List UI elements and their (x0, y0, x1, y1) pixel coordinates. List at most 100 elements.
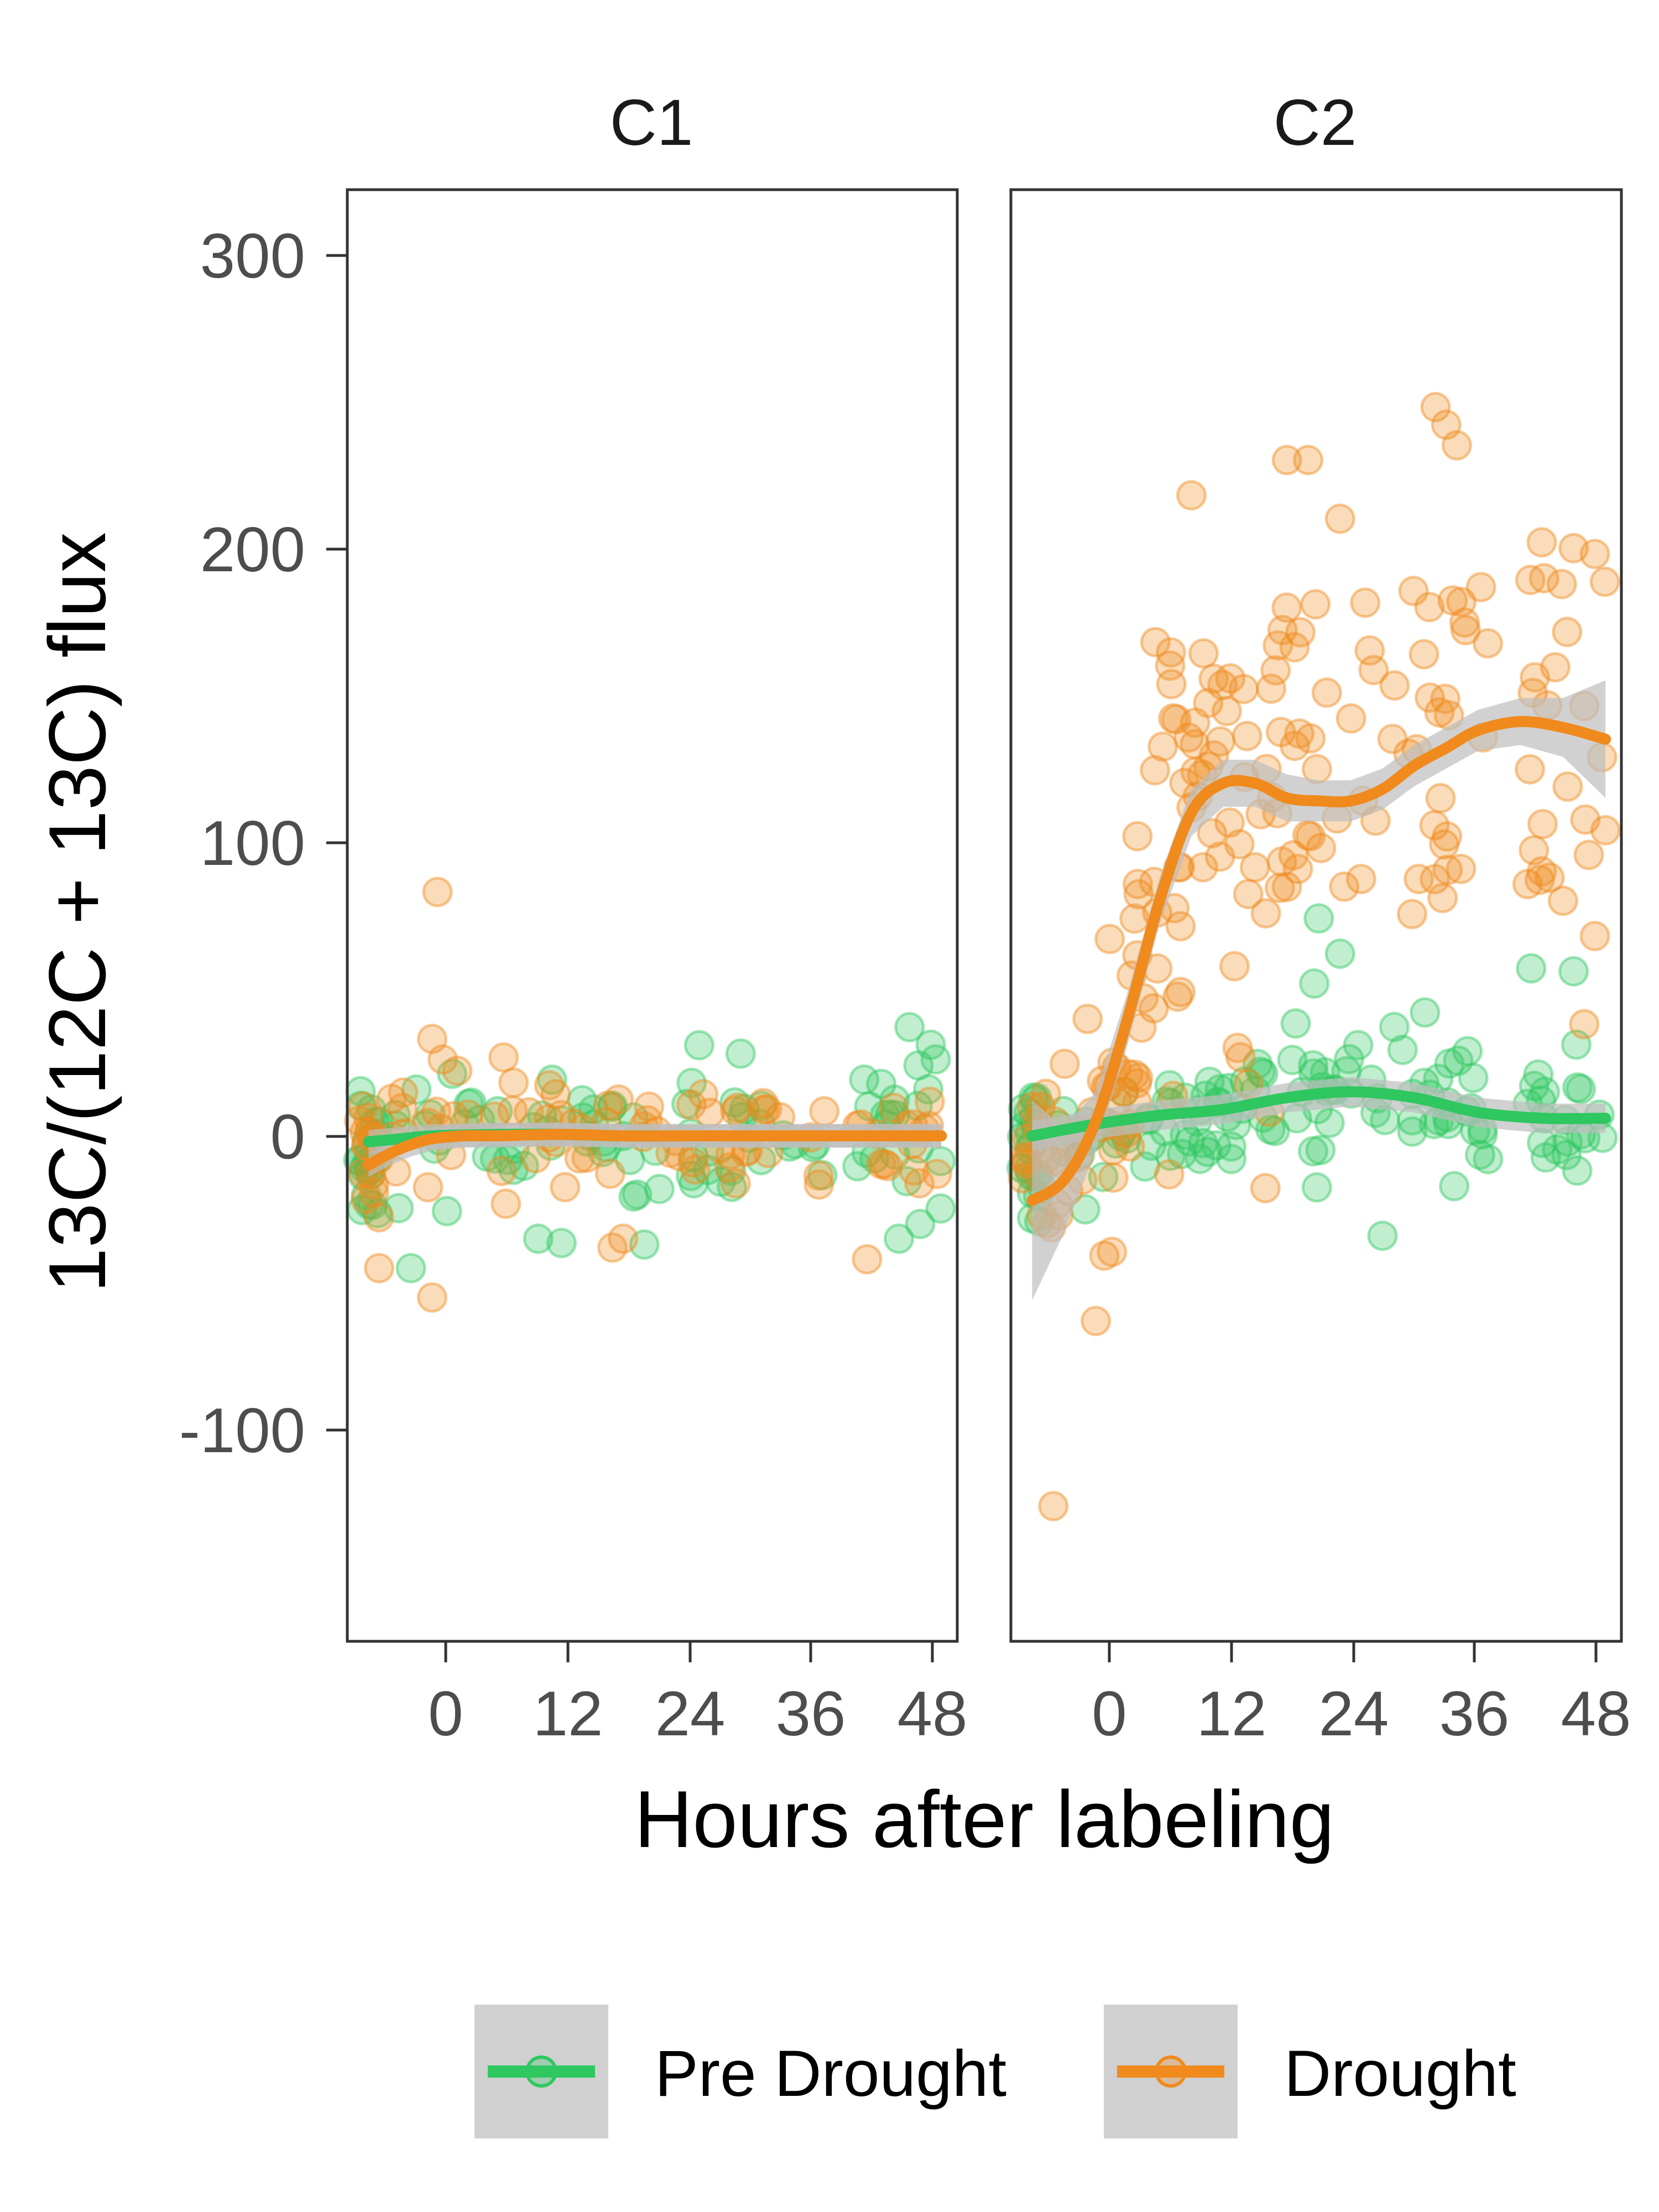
drought-data-point (1180, 707, 1211, 738)
drought-data-point (534, 1070, 565, 1100)
drought-data-point (1430, 684, 1460, 714)
panel-c1-title: C1 (610, 86, 693, 159)
pre-data-point (915, 1029, 946, 1060)
pre-data-point (1551, 1140, 1582, 1171)
pre-data-point (884, 1223, 914, 1254)
drought-data-point (1424, 697, 1455, 728)
drought-data-point (1188, 852, 1218, 883)
drought-data-point (720, 1095, 751, 1126)
drought-data-point (748, 1088, 779, 1119)
drought-data-point (1528, 563, 1559, 594)
drought-data-point (1081, 1306, 1112, 1337)
x-axis-title: Hours after labeling (634, 1774, 1334, 1864)
pre-data-point (925, 1193, 956, 1224)
drought-data-point (1379, 670, 1410, 701)
drought-data-point (695, 1097, 726, 1128)
pre-data-point (1530, 1142, 1561, 1173)
drought-data-point (1205, 726, 1236, 757)
drought-data-point (350, 1184, 381, 1214)
drought-data-point (1431, 409, 1462, 440)
drought-data-point (676, 1089, 707, 1120)
drought-data-point (809, 1096, 840, 1127)
drought-data-point (1295, 821, 1326, 852)
drought-data-point (1222, 1032, 1253, 1063)
drought-data-point (1197, 818, 1228, 849)
drought-data-point (1419, 810, 1450, 841)
pre-data-point (395, 1253, 426, 1284)
pre-data-point (401, 1074, 432, 1105)
pre-data-point (725, 1038, 756, 1069)
x-tick-label: 36 (776, 1679, 846, 1749)
drought-data-point (348, 1091, 379, 1122)
drought-data-point (1265, 717, 1296, 748)
x-tick-label: 12 (533, 1679, 603, 1749)
panel-c1: C1 (343, 86, 959, 1643)
drought-data-point (1098, 1162, 1129, 1193)
pre-data-point (1194, 1066, 1225, 1097)
pre-data-point (1324, 938, 1355, 969)
pre-data-point (902, 1091, 933, 1121)
pre-data-point (357, 1190, 388, 1220)
legend: Pre Drought Drought (474, 2005, 1516, 2138)
smooth-layer (363, 1129, 947, 1171)
drought-data-point (872, 1151, 903, 1182)
drought-data-point (1162, 981, 1193, 1012)
pre-data-point (536, 1064, 567, 1095)
pre-data-point (1242, 1048, 1273, 1079)
drought-data-point (1420, 392, 1451, 422)
drought-data-point (1569, 1009, 1600, 1040)
pre-data-point (692, 1155, 723, 1186)
pre-data-point (842, 1151, 873, 1182)
pre-data-point (920, 1044, 951, 1075)
drought-data-point (1540, 652, 1571, 683)
drought-data-point (1155, 650, 1186, 681)
pre-data-point (1216, 1131, 1247, 1162)
drought-data-point (1519, 835, 1550, 866)
pre-data-point (523, 1223, 554, 1254)
pre-data-point (1439, 1171, 1470, 1202)
drought-data-point (1354, 635, 1385, 666)
drought-data-point (1441, 430, 1472, 461)
drought-data-point (1579, 539, 1610, 570)
drought-data-point (914, 1086, 945, 1117)
drought-data-point (1526, 527, 1557, 558)
pre-data-point (671, 1088, 702, 1119)
drought-data-point (1211, 696, 1242, 727)
pre-data-point (383, 1193, 414, 1224)
pre-data-point (1259, 1115, 1290, 1146)
pre-confidence-ribbon (1032, 1077, 1606, 1151)
panel-c2-border (1009, 188, 1623, 1643)
drought-data-point (1526, 856, 1557, 887)
pre-data-point (1458, 1062, 1489, 1093)
drought-data-point (1176, 480, 1207, 511)
drought-data-point (1138, 993, 1169, 1024)
drought-data-point (1156, 669, 1187, 700)
drought-data-point (1219, 951, 1250, 982)
drought-data-point (1512, 869, 1543, 900)
x-tick-label: 36 (1439, 1679, 1510, 1749)
pre-data-point (622, 1179, 653, 1210)
drought-data-point (1155, 637, 1186, 668)
drought-data-point (1398, 576, 1429, 607)
drought-data-point (1267, 614, 1298, 645)
drought-data-point (1329, 871, 1360, 902)
pre-data-point (716, 1171, 747, 1202)
drought-data-point (1271, 872, 1302, 902)
drought-data-point (1524, 864, 1555, 895)
pre-data-point (1154, 1070, 1185, 1100)
drought-data-point (376, 1083, 407, 1114)
drought-data-point (1589, 566, 1620, 597)
drought-data-point (1534, 862, 1565, 893)
drought-data-point (1193, 687, 1224, 718)
drought-data-point (1165, 911, 1196, 942)
drought-data-point (1225, 1042, 1256, 1073)
pre-data-point (679, 1168, 709, 1199)
drought-data-point (1306, 833, 1337, 863)
drought-data-point (1282, 853, 1313, 884)
drought-data-point (1590, 815, 1621, 846)
drought-data-point (1292, 820, 1323, 851)
drought-data-point (1427, 883, 1458, 914)
pre-data-point (351, 1180, 382, 1211)
drought-data-point (1414, 592, 1445, 623)
